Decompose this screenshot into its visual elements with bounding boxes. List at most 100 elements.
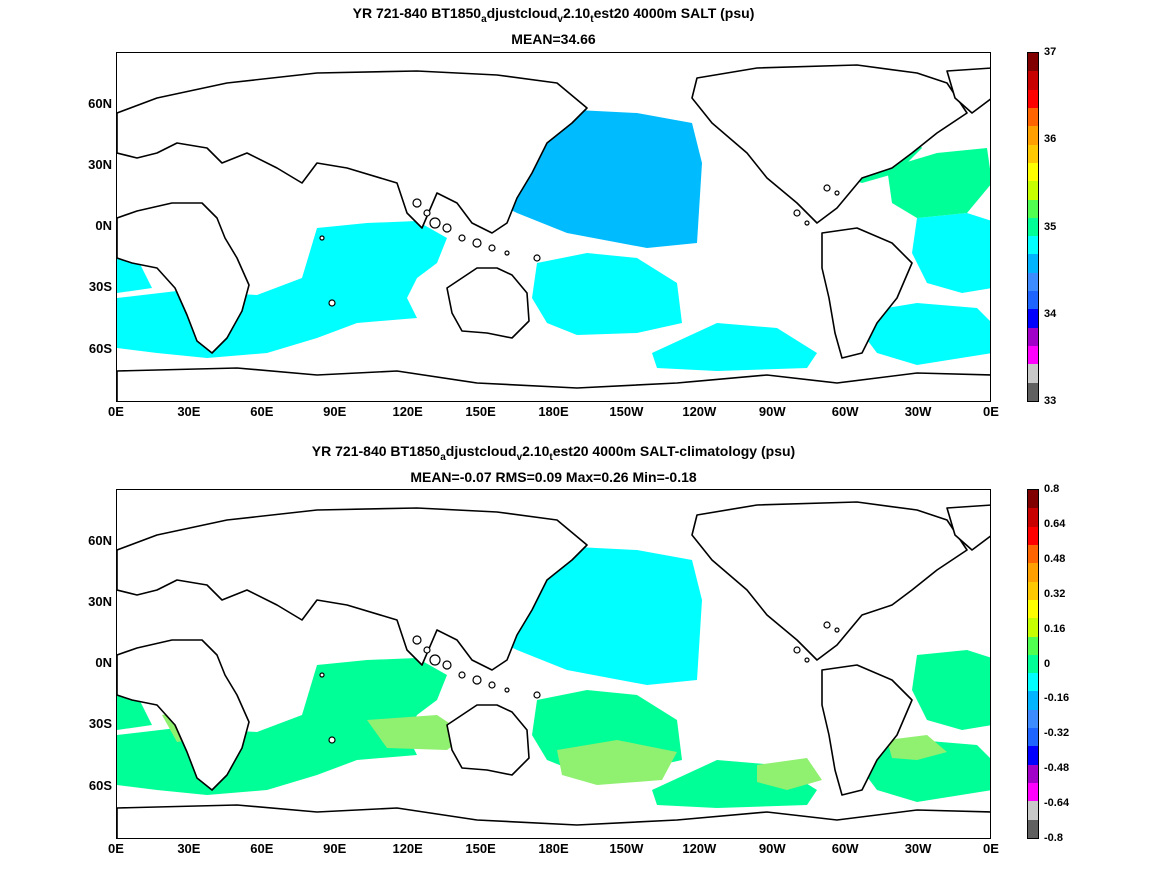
colorbar-1 <box>1027 52 1039 402</box>
colorbar-swatch <box>1028 581 1038 600</box>
colorbar-swatch <box>1028 618 1038 637</box>
island <box>472 238 482 248</box>
y-tick-label: 30N <box>88 157 112 172</box>
x-tick-label: 30W <box>904 841 932 856</box>
panel2-title: YR 721-840 BT1850adjustcloudv2.10test20 … <box>116 442 991 467</box>
colorbar-label: 0.8 <box>1044 483 1060 495</box>
island <box>423 646 431 654</box>
title-sub: t <box>590 14 594 25</box>
y-tick-label: 60S <box>88 778 112 793</box>
colorbar-label: 0 <box>1044 657 1051 670</box>
colorbar-swatch <box>1028 217 1038 237</box>
x-tick-label: 120E <box>392 841 423 856</box>
island <box>442 223 452 233</box>
field-southern-ocean <box>912 213 990 293</box>
colorbar-label: 37 <box>1044 46 1057 58</box>
island <box>458 671 466 679</box>
land-africa <box>117 202 250 354</box>
x-tick-label: 90W <box>758 841 786 856</box>
x-tick-label: 0E <box>983 841 999 856</box>
island <box>823 184 831 192</box>
island <box>834 190 840 196</box>
field-southern-ocean <box>532 253 682 335</box>
colorbar-swatch <box>1028 144 1038 163</box>
colorbar-label: -0.32 <box>1044 727 1070 740</box>
colorbar-label: 34 <box>1044 307 1057 320</box>
land-australia <box>446 267 530 339</box>
land-eurasia <box>117 70 588 234</box>
y-tick-label: 30S <box>88 279 112 294</box>
island <box>442 660 452 670</box>
colorbar-swatch <box>1028 508 1038 527</box>
colorbar-label: -0.16 <box>1044 692 1070 705</box>
colorbar-label: 0.48 <box>1044 552 1066 565</box>
field-patches <box>367 715 467 750</box>
colorbar-label: 0.16 <box>1044 622 1066 635</box>
y-tick-label: 60S <box>88 341 112 356</box>
title-part: YR 721-840 BT1850 <box>311 443 441 459</box>
field-patches <box>757 758 822 790</box>
x-tick-label: 120E <box>392 404 423 419</box>
x-tick-label: 120W <box>682 404 717 419</box>
island <box>412 635 422 645</box>
colorbar-label: 35 <box>1044 220 1057 233</box>
colorbar-swatch <box>1028 599 1038 619</box>
colorbar-swatch <box>1028 764 1038 783</box>
x-tick-label: 180E <box>538 404 569 419</box>
island <box>319 235 325 241</box>
colorbar-swatch <box>1028 382 1038 401</box>
colorbar-swatch <box>1028 490 1038 509</box>
x-tick-label: 30E <box>177 841 201 856</box>
land-samerica <box>821 664 913 796</box>
colorbar-swatch <box>1028 709 1038 729</box>
x-tick-label: 60W <box>831 404 859 419</box>
y-tick-label: 30S <box>88 716 112 731</box>
x-tick-label: 150W <box>609 404 644 419</box>
x-tick-label: 90E <box>323 404 347 419</box>
x-tick-label: 30E <box>177 404 201 419</box>
colorbar-swatch <box>1028 71 1038 90</box>
colorbar-swatch <box>1028 162 1038 182</box>
colorbar-swatch <box>1028 801 1038 820</box>
colorbar-swatch <box>1028 364 1038 383</box>
land-greenland <box>946 67 990 114</box>
title-part: 2.10 <box>562 5 591 21</box>
title-sub: v <box>557 14 563 25</box>
colorbar-swatch <box>1028 746 1038 765</box>
island <box>423 209 431 217</box>
title-part: est20 4000m SALT-climatology (psu) <box>552 443 796 459</box>
map-panel-1 <box>116 52 991 402</box>
land-eurasia <box>117 507 588 671</box>
colorbar-swatch <box>1028 819 1038 838</box>
island <box>804 657 810 663</box>
island <box>429 654 441 666</box>
colorbar-swatch <box>1028 291 1038 310</box>
colorbar-swatch <box>1028 346 1038 365</box>
title-part: djustcloud <box>445 443 517 459</box>
colorbar-label: 0.32 <box>1044 587 1066 600</box>
title-sub: a <box>440 452 446 463</box>
title-part: djustcloud <box>486 5 558 21</box>
land-australia <box>446 704 530 776</box>
island <box>458 234 466 242</box>
title-part: YR 721-840 BT1850 <box>352 5 482 21</box>
x-tick-label: 0E <box>983 404 999 419</box>
colorbar-swatch <box>1028 563 1038 582</box>
x-tick-label: 30W <box>904 404 932 419</box>
colorbar-swatch <box>1028 327 1038 346</box>
island <box>533 254 541 262</box>
x-tick-label: 120W <box>682 841 717 856</box>
field-southern-ocean <box>652 323 817 371</box>
title-part: 2.10 <box>522 443 550 459</box>
y-tick-label: 30N <box>88 594 112 609</box>
colorbar-swatch <box>1028 236 1038 255</box>
title-sub: v <box>516 452 523 463</box>
island <box>823 621 831 629</box>
x-tick-label: 150E <box>465 404 496 419</box>
colorbar-swatch <box>1028 654 1038 674</box>
y-tick-label: 60N <box>88 96 112 111</box>
field-patches <box>887 735 947 760</box>
field-patches <box>557 740 677 785</box>
x-tick-label: 150E <box>465 841 496 856</box>
colorbar-swatch <box>1028 272 1038 292</box>
